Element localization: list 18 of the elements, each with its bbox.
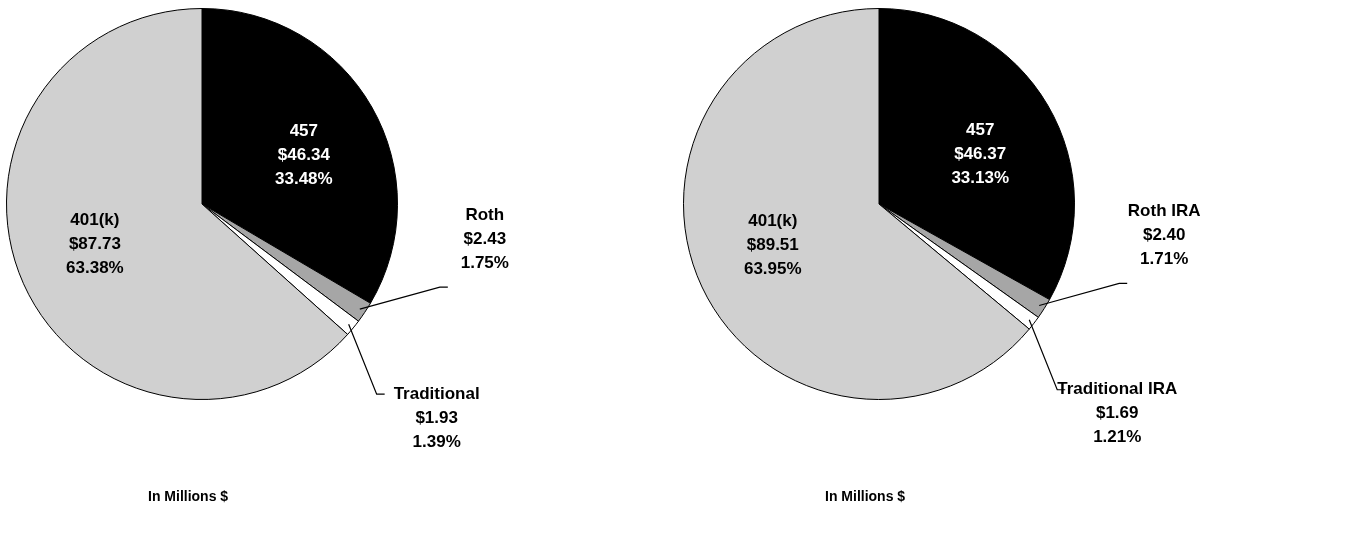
slice-label: Roth — [465, 204, 505, 224]
text: In Millions $ — [148, 488, 229, 504]
slice-label: 401(k) — [70, 209, 120, 229]
slice-label: Roth IRA — [1127, 201, 1201, 221]
data-label: $87.73 63.38% — [66, 233, 124, 277]
data-label: $1.69 1.21% — [1093, 403, 1142, 447]
slice-label: 457 — [289, 121, 319, 141]
slice-label: Traditional IRA — [1057, 379, 1178, 399]
data-label: $2.43 1.75% — [460, 228, 509, 272]
slice-label: 457 — [966, 120, 995, 140]
data-label: $2.40 1.71% — [1140, 225, 1189, 269]
slice-label: Traditional — [393, 383, 480, 403]
slice-label: 401(k) — [748, 211, 798, 231]
data-label: $46.34 33.48% — [275, 145, 333, 189]
data-label: $46.37 33.13% — [951, 144, 1010, 188]
data-label: $89.51 63.95% — [743, 235, 802, 279]
data-label: $1.93 1.39% — [412, 407, 461, 451]
text: In Millions $ — [825, 488, 906, 504]
